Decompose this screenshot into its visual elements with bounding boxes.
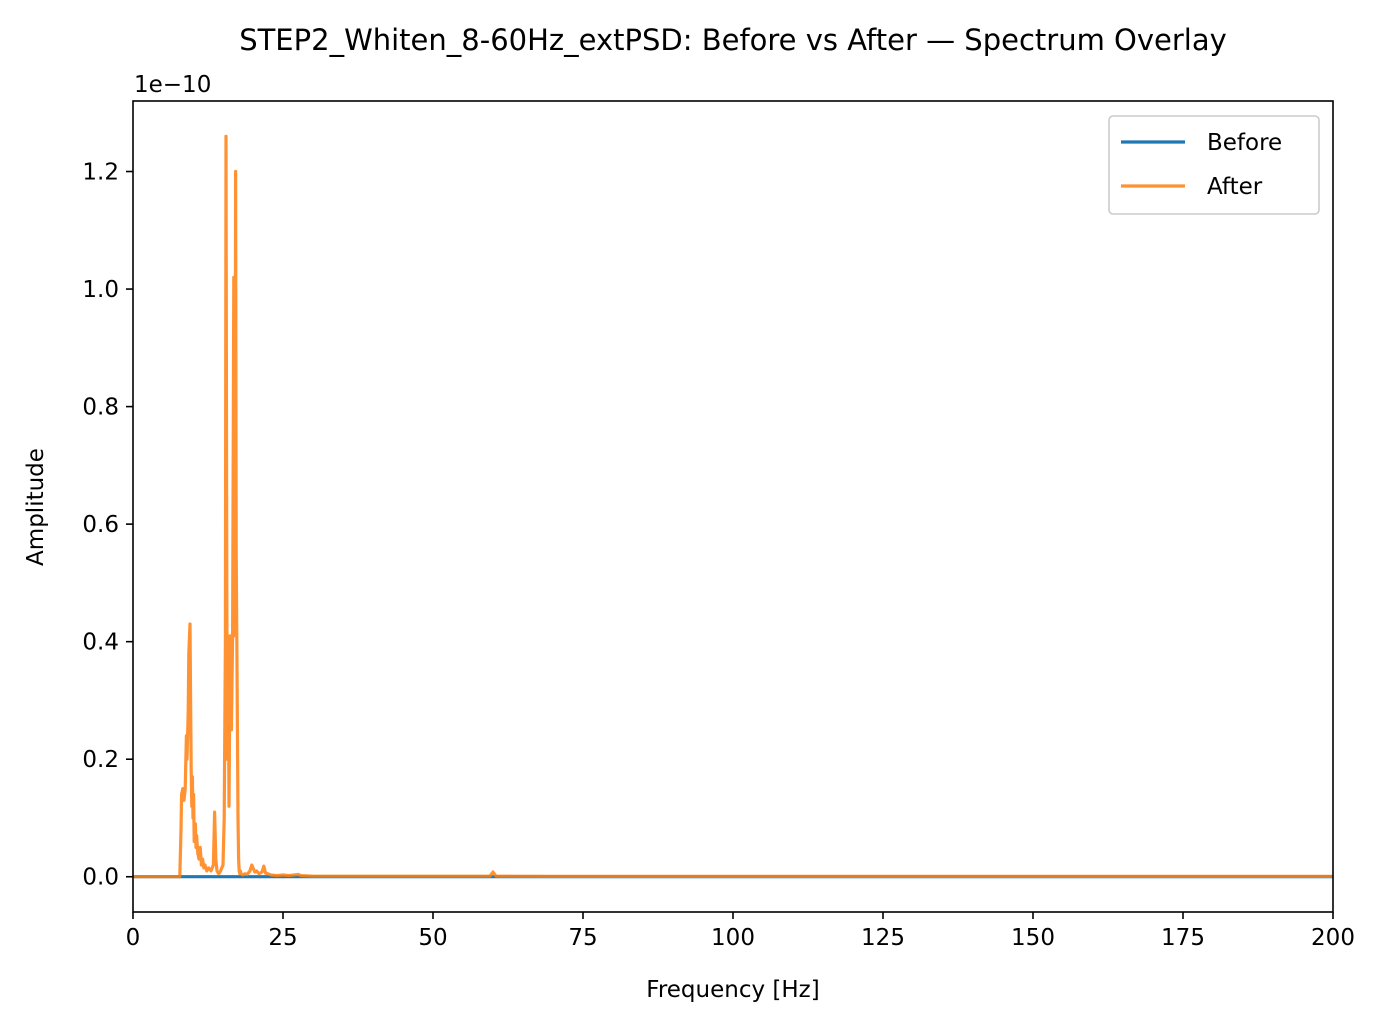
x-tick-label: 200 bbox=[1311, 925, 1355, 951]
x-tick-label: 125 bbox=[861, 925, 905, 951]
y-offset-label: 1e−10 bbox=[134, 72, 211, 98]
y-tick-label: 0.2 bbox=[82, 747, 119, 773]
legend-label-before: Before bbox=[1207, 130, 1282, 156]
legend-label-after: After bbox=[1207, 174, 1263, 200]
chart-title: STEP2_Whiten_8-60Hz_extPSD: Before vs Af… bbox=[239, 23, 1227, 57]
x-tick-label: 100 bbox=[711, 925, 755, 951]
x-tick-label: 150 bbox=[1011, 925, 1055, 951]
x-tick-label: 75 bbox=[568, 925, 597, 951]
x-axis: 0 25 50 75 100 125 150 175 200 bbox=[126, 912, 1355, 951]
y-axis-title: Amplitude bbox=[23, 448, 49, 566]
y-tick-label: 0.4 bbox=[82, 630, 119, 656]
y-tick-label: 1.0 bbox=[82, 277, 119, 303]
y-tick-label: 1.2 bbox=[82, 160, 119, 186]
x-tick-label: 0 bbox=[126, 925, 141, 951]
x-tick-label: 50 bbox=[418, 925, 447, 951]
series-line-after bbox=[133, 134, 1333, 879]
y-tick-label: 0.8 bbox=[82, 395, 119, 421]
legend: Before After bbox=[1108, 115, 1320, 215]
y-tick-label: 0.6 bbox=[82, 512, 119, 538]
y-axis: 0.0 0.2 0.4 0.6 0.8 1.0 1.2 bbox=[82, 160, 133, 891]
x-axis-title: Frequency [Hz] bbox=[646, 977, 819, 1003]
x-tick-label: 25 bbox=[268, 925, 297, 951]
x-tick-label: 175 bbox=[1161, 925, 1205, 951]
y-tick-label: 0.0 bbox=[82, 865, 119, 891]
